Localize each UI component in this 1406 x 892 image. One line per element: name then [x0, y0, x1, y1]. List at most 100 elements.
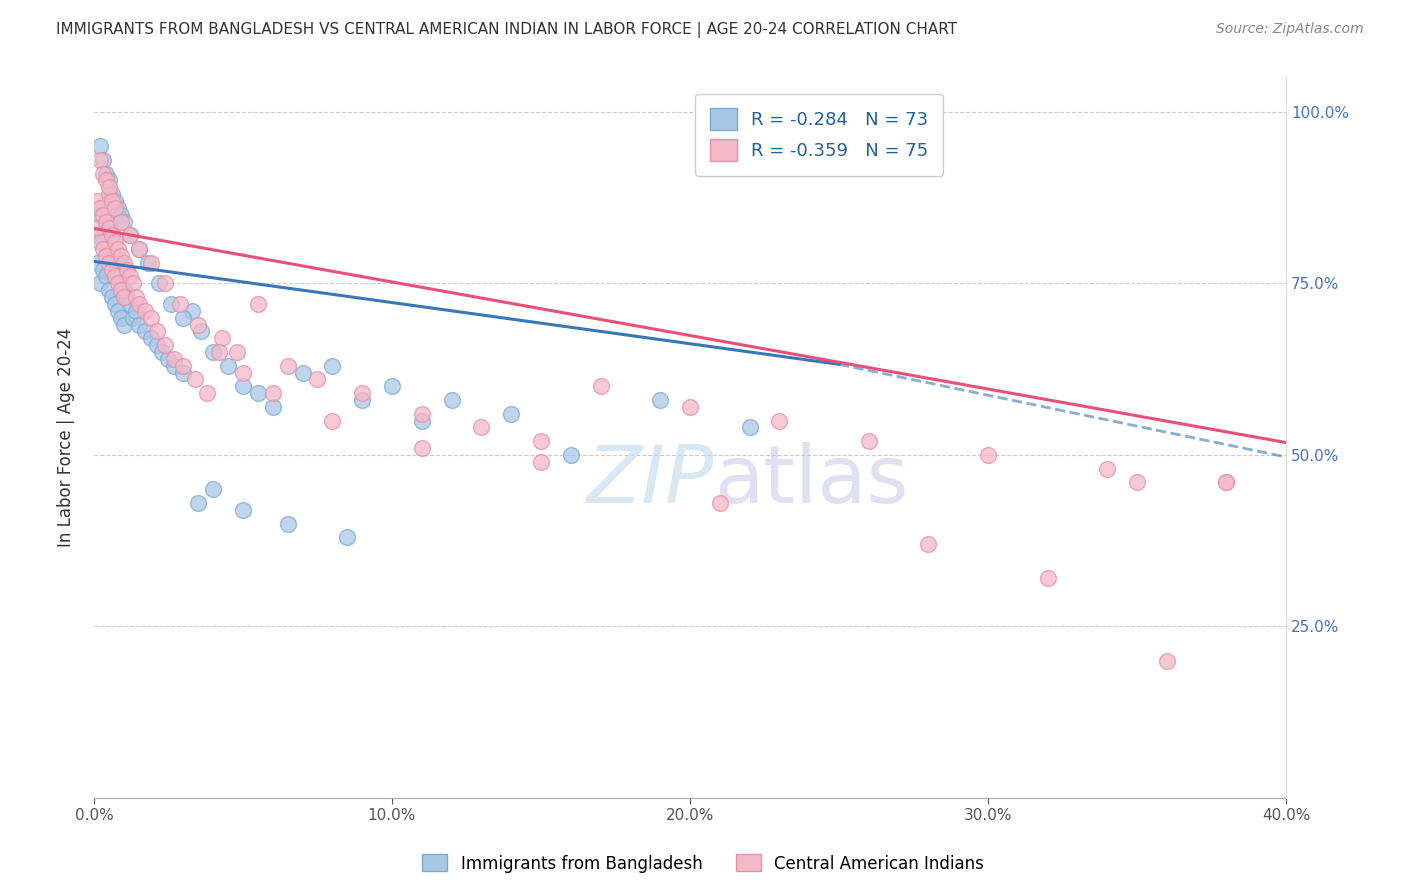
Point [110, 283, 132, 297]
Point [91, 262, 114, 277]
Point [89, 139, 111, 153]
Point [211, 331, 233, 345]
Point [112, 256, 135, 270]
Point [190, 324, 212, 338]
Point [139, 310, 162, 325]
Point [246, 297, 269, 311]
Point [112, 290, 135, 304]
Point [1036, 571, 1059, 585]
Point [195, 386, 218, 401]
Legend: R = -0.284   N = 73, R = -0.359   N = 75: R = -0.284 N = 73, R = -0.359 N = 75 [696, 94, 943, 176]
Point [181, 303, 204, 318]
Point [145, 324, 167, 338]
Point [1095, 461, 1118, 475]
Text: atlas: atlas [714, 442, 908, 520]
Point [101, 228, 124, 243]
Point [101, 290, 124, 304]
Point [115, 262, 138, 277]
Point [152, 345, 174, 359]
Point [128, 318, 150, 332]
Point [107, 242, 129, 256]
Point [89, 208, 111, 222]
Point [163, 351, 186, 366]
Point [155, 338, 177, 352]
Point [352, 386, 374, 401]
Point [148, 277, 170, 291]
Point [202, 345, 225, 359]
Point [128, 297, 150, 311]
Point [118, 228, 141, 243]
Point [91, 201, 114, 215]
Point [709, 496, 731, 510]
Point [136, 256, 159, 270]
Point [104, 194, 127, 208]
Point [118, 297, 141, 311]
Point [217, 359, 239, 373]
Point [679, 400, 702, 414]
Point [94, 242, 117, 256]
Point [97, 180, 120, 194]
Point [110, 208, 132, 222]
Point [768, 414, 790, 428]
Point [112, 283, 135, 297]
Point [112, 214, 135, 228]
Point [107, 201, 129, 215]
Point [381, 379, 404, 393]
Point [139, 331, 162, 345]
Point [202, 482, 225, 496]
Point [246, 386, 269, 401]
Point [91, 153, 114, 167]
Point [128, 242, 150, 256]
Point [89, 201, 111, 215]
Point [208, 345, 231, 359]
Point [89, 277, 111, 291]
Point [97, 187, 120, 202]
Point [107, 269, 129, 284]
Point [91, 167, 114, 181]
Point [101, 228, 124, 243]
Point [1215, 475, 1237, 490]
Point [128, 242, 150, 256]
Point [121, 277, 143, 291]
Point [184, 372, 207, 386]
Point [501, 407, 523, 421]
Point [530, 434, 553, 449]
Point [110, 214, 132, 228]
Point [232, 366, 254, 380]
Point [470, 420, 492, 434]
Point [134, 324, 156, 338]
Point [589, 379, 612, 393]
Point [187, 496, 209, 510]
Point [163, 359, 186, 373]
Point [104, 249, 127, 263]
Y-axis label: In Labor Force | Age 20-24: In Labor Force | Age 20-24 [58, 328, 75, 548]
Point [650, 392, 672, 407]
Point [91, 242, 114, 256]
Point [107, 303, 129, 318]
Point [91, 208, 114, 222]
Point [104, 235, 127, 249]
Point [530, 455, 553, 469]
Point [262, 400, 284, 414]
Point [118, 228, 141, 243]
Point [411, 441, 433, 455]
Point [91, 235, 114, 249]
Point [97, 283, 120, 297]
Point [155, 277, 177, 291]
Point [86, 221, 108, 235]
Point [145, 338, 167, 352]
Point [112, 318, 135, 332]
Point [1215, 475, 1237, 490]
Point [321, 359, 343, 373]
Point [226, 345, 249, 359]
Point [124, 290, 146, 304]
Legend: Immigrants from Bangladesh, Central American Indians: Immigrants from Bangladesh, Central Amer… [416, 847, 990, 880]
Point [86, 194, 108, 208]
Point [187, 318, 209, 332]
Point [101, 262, 124, 277]
Point [352, 392, 374, 407]
Text: ZIP: ZIP [586, 442, 714, 520]
Point [94, 269, 117, 284]
Point [1156, 654, 1178, 668]
Point [121, 310, 143, 325]
